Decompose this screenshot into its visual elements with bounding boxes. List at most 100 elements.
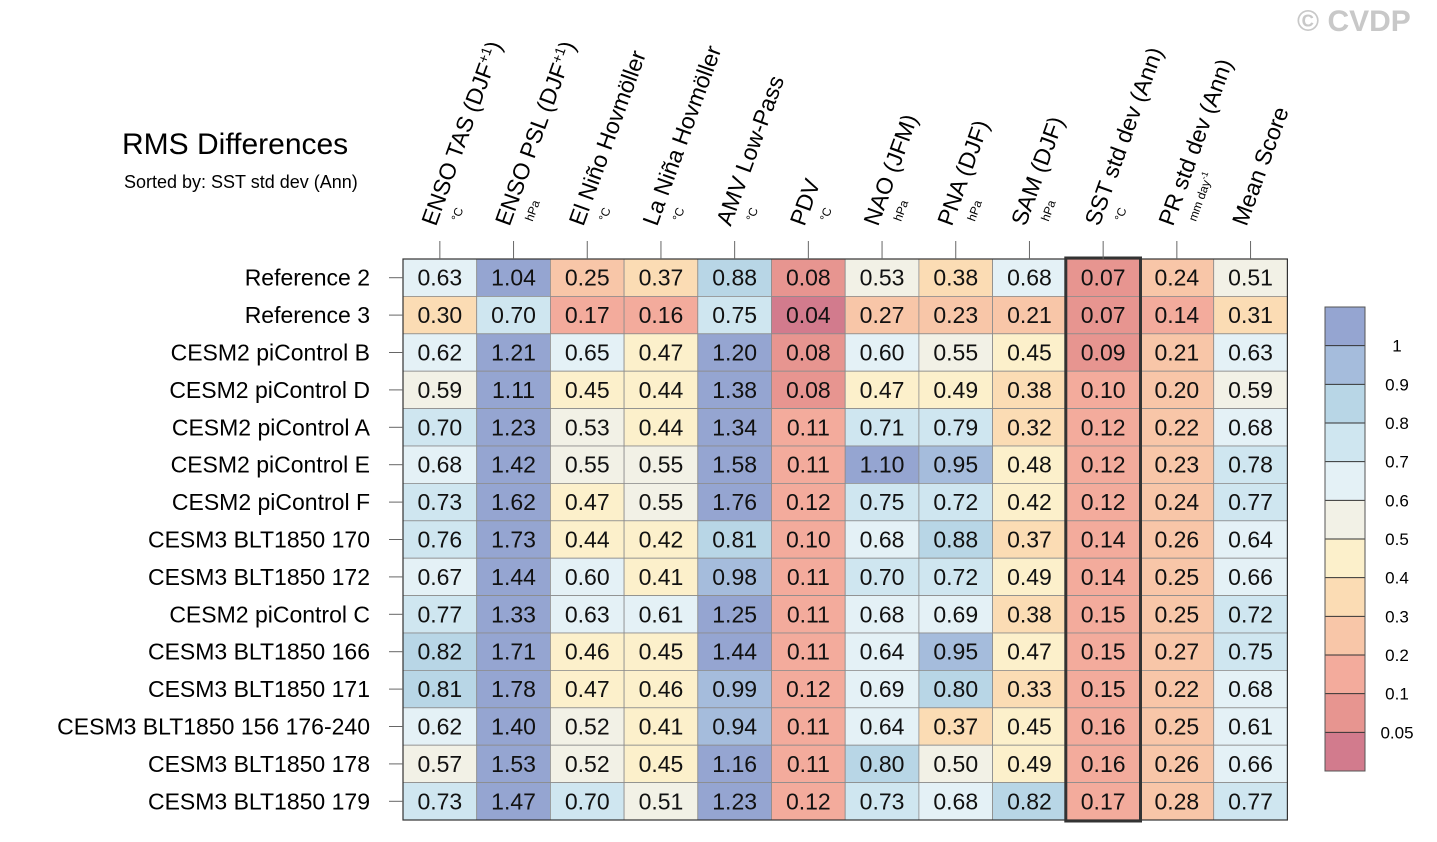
cell-value-label: 0.68 (1007, 265, 1052, 291)
heatmap-cell (992, 333, 1067, 372)
heatmap-cell (476, 482, 551, 522)
colorbar-band (1325, 539, 1365, 578)
cell-value-label: 0.52 (565, 751, 610, 777)
cell-value-label: 0.64 (860, 639, 905, 665)
cell-value-label: 0.14 (1081, 564, 1126, 590)
heatmap-cell (476, 258, 551, 297)
cell-value-label: 1.40 (491, 714, 536, 740)
heatmap-cell (476, 445, 551, 484)
cell-value-label: 0.70 (565, 788, 610, 814)
colorbar-band (1325, 655, 1365, 694)
column-unit-label: °C (743, 205, 761, 223)
cell-value-label: 0.45 (565, 377, 610, 403)
heatmap-cell (476, 370, 551, 410)
cell-value-label: 0.26 (1154, 751, 1199, 777)
heatmap-cell (1213, 258, 1288, 297)
row-label: CESM2 piControl A (172, 414, 371, 440)
row-label: CESM3 BLT1850 178 (148, 751, 370, 777)
cell-value-label: 0.46 (639, 676, 684, 702)
cell-value-label: 0.62 (417, 340, 462, 366)
heatmap-cell (771, 295, 846, 335)
cell-value-label: 1.47 (491, 788, 536, 814)
cell-value-label: 0.22 (1154, 414, 1199, 440)
heatmap-cell (550, 744, 625, 784)
cell-value-label: 0.11 (787, 414, 830, 440)
row-label: CESM3 BLT1850 172 (148, 564, 370, 590)
cell-value-label: 0.25 (1154, 564, 1199, 590)
column-label: NAO (JFM) (858, 111, 922, 229)
cell-value-label: 0.81 (712, 527, 757, 553)
cell-value-label: 0.60 (860, 340, 905, 366)
heatmap-cell (1139, 295, 1215, 335)
cell-value-label: 1.78 (491, 676, 536, 702)
heatmap-cell (771, 595, 846, 634)
cell-value-label: 0.24 (1154, 489, 1199, 515)
cell-value-label: 0.49 (933, 377, 978, 403)
column-label: SAM (DJF) (1006, 113, 1069, 229)
heatmap-cell (1139, 445, 1215, 484)
cell-value-label: 0.51 (1228, 265, 1273, 291)
heatmap-cell (1213, 744, 1288, 784)
column-labels: ENSO TAS (DJF+1)°C ENSO PSL (DJF+1)hPa El … (416, 37, 1294, 259)
row-label: CESM2 piControl D (169, 377, 370, 403)
heatmap-cell (476, 670, 551, 709)
heatmap-cell (1213, 557, 1288, 597)
colorbar-band (1325, 345, 1365, 385)
cell-value-label: 0.77 (1228, 489, 1273, 515)
column-unit-label: °C (1112, 205, 1130, 223)
cell-value-label: 0.24 (1154, 265, 1199, 291)
cell-value-label: 0.47 (565, 489, 610, 515)
heatmap-cell (476, 632, 551, 671)
cell-value-label: 0.12 (1081, 452, 1126, 478)
cell-value-label: 0.37 (933, 714, 978, 740)
cell-value-label: 0.51 (639, 788, 684, 814)
heatmap-cell (697, 782, 772, 821)
cell-value-label: 0.68 (417, 452, 462, 478)
cell-value-label: 0.72 (1228, 601, 1273, 627)
cell-value-label: 1.10 (860, 452, 905, 478)
cell-value-label: 0.63 (565, 601, 610, 627)
cell-value-label: 1.21 (491, 340, 536, 366)
row-label: CESM2 piControl F (172, 489, 370, 515)
heatmap-cell (771, 557, 846, 597)
cell-value-label: 0.72 (933, 564, 978, 590)
cell-value-label: 0.12 (786, 676, 831, 702)
heatmap-cell (992, 632, 1067, 671)
heatmap-cell (550, 595, 625, 634)
cell-value-label: 0.45 (1007, 340, 1052, 366)
heatmap-cell (1139, 670, 1215, 709)
column-label: Mean Score (1227, 103, 1294, 228)
cell-value-label: 0.42 (1007, 489, 1052, 515)
heatmap-cell (844, 445, 920, 484)
cell-value-label: 0.55 (639, 452, 684, 478)
colorbar-tick-label: 0.6 (1385, 491, 1409, 510)
heatmap-cell (697, 557, 772, 597)
heatmap-cell (697, 295, 772, 335)
heatmap-cell (771, 707, 846, 746)
heatmap-cell (550, 557, 625, 597)
cell-value-label: 0.08 (786, 265, 831, 291)
heatmap-cell (402, 445, 478, 484)
cell-value-label: 0.88 (712, 265, 757, 291)
cell-value-label: 0.32 (1007, 414, 1052, 440)
colorbar-band (1325, 500, 1365, 540)
row-label: CESM2 piControl E (171, 452, 370, 478)
heatmap-cell (1139, 258, 1215, 297)
heatmap-cell (771, 408, 846, 447)
cell-value-label: 0.82 (1007, 788, 1052, 814)
column-label: La Niña Hovmöller (637, 42, 726, 229)
cell-value-label: 1.33 (491, 601, 536, 627)
colorbar-band (1325, 461, 1365, 501)
copyright-watermark: © CVDP (1297, 5, 1411, 38)
cell-value-label: 0.88 (933, 527, 978, 553)
cell-value-label: 0.09 (1081, 340, 1126, 366)
cell-value-label: 0.80 (933, 676, 978, 702)
cell-value-label: 0.47 (639, 340, 684, 366)
colorbar-tick-label: 0.3 (1385, 607, 1409, 626)
column-unit-label: hPa (891, 198, 912, 223)
heatmap-cell (1213, 482, 1288, 522)
cell-value-label: 0.70 (491, 302, 536, 328)
heatmap-cell (402, 333, 478, 372)
cell-value-label: 0.64 (860, 714, 905, 740)
